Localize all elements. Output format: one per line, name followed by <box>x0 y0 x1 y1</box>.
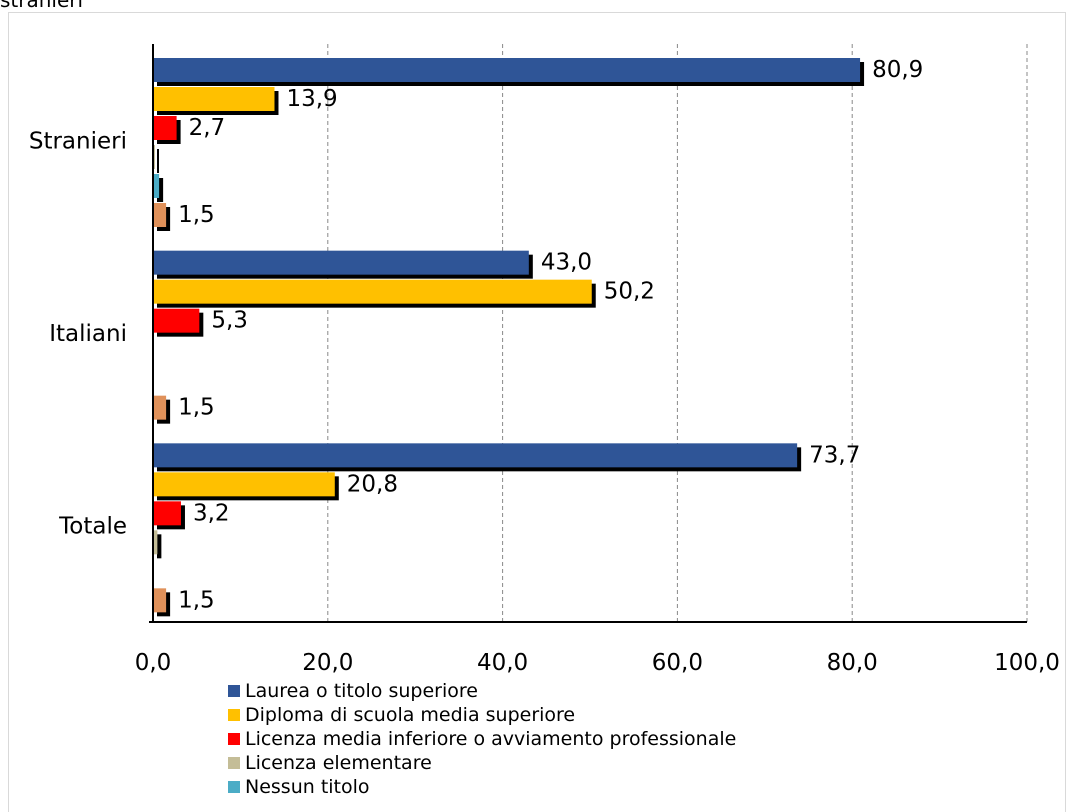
legend-swatch <box>228 733 240 745</box>
x-tick-label: 80,0 <box>827 650 878 676</box>
bar-shadow <box>157 149 159 173</box>
header-text: stranieri <box>0 0 84 12</box>
bar-shadow <box>157 534 162 559</box>
category-label: Stranieri <box>29 128 127 154</box>
bar <box>153 443 798 468</box>
legend-item: Diploma di scuola media superiore <box>228 703 736 727</box>
data-label: 5,3 <box>211 308 248 334</box>
legend-label: Laurea o titolo superiore <box>245 680 478 702</box>
data-label: 2,7 <box>189 115 226 141</box>
category-label: Totale <box>58 514 127 540</box>
data-label: 1,5 <box>178 587 215 613</box>
legend-label: Licenza media inferiore o avviamento pro… <box>245 728 737 750</box>
data-label: 43,0 <box>541 250 592 276</box>
x-tick-label: 60,0 <box>652 650 703 676</box>
bar-chart: 0,0 20,0 40,0 60,0 80,0 100,0 80,9 13,9 2,7 1,5 St… <box>29 44 1060 676</box>
legend-swatch <box>228 781 240 793</box>
bar-shadow <box>157 178 164 202</box>
legend-label: Licenza elementare <box>245 752 432 774</box>
bar <box>153 395 167 420</box>
data-label: 1,5 <box>178 202 215 228</box>
legend-item: Laurea o titolo superiore <box>228 679 736 703</box>
bars <box>153 58 865 617</box>
grid-lines <box>327 44 1028 622</box>
bar <box>153 530 158 555</box>
data-label: 73,7 <box>809 442 860 468</box>
legend-swatch <box>228 709 240 721</box>
bar <box>153 58 861 82</box>
data-label: 1,5 <box>178 395 215 421</box>
bar <box>153 116 177 140</box>
bar <box>153 279 592 304</box>
x-tick-label: 100,0 <box>994 650 1060 676</box>
legend-swatch <box>228 757 240 769</box>
axes <box>149 44 1027 623</box>
legend-label: Nessun titolo <box>245 776 370 798</box>
legend: Laurea o titolo superiore Diploma di scuo… <box>228 679 736 799</box>
data-label: 13,9 <box>286 86 337 112</box>
x-tick-label: 40,0 <box>477 650 528 676</box>
bar <box>153 472 335 497</box>
bar <box>153 87 275 111</box>
legend-item: Nessun titolo <box>228 775 736 799</box>
legend-label: Diploma di scuola media superiore <box>245 704 576 726</box>
x-tick-label: 0,0 <box>135 650 172 676</box>
legend-swatch <box>228 685 240 697</box>
chart-frame <box>8 12 1066 812</box>
bar <box>153 308 200 333</box>
bar <box>153 501 181 526</box>
labels: 0,0 20,0 40,0 60,0 80,0 100,0 80,9 13,9 2,7 1,5 St… <box>29 57 1060 676</box>
data-label: 3,2 <box>193 500 230 526</box>
data-label: 50,2 <box>604 279 655 305</box>
legend-item: Licenza media inferiore o avviamento pro… <box>228 727 736 751</box>
legend-item: Licenza elementare <box>228 751 736 775</box>
bar <box>153 203 167 227</box>
x-tick-label: 20,0 <box>302 650 353 676</box>
data-label: 80,9 <box>872 57 923 83</box>
bar <box>153 250 529 275</box>
bar <box>153 174 160 198</box>
category-label: Italiani <box>49 321 127 347</box>
bar <box>153 588 167 613</box>
data-label: 20,8 <box>347 471 398 497</box>
